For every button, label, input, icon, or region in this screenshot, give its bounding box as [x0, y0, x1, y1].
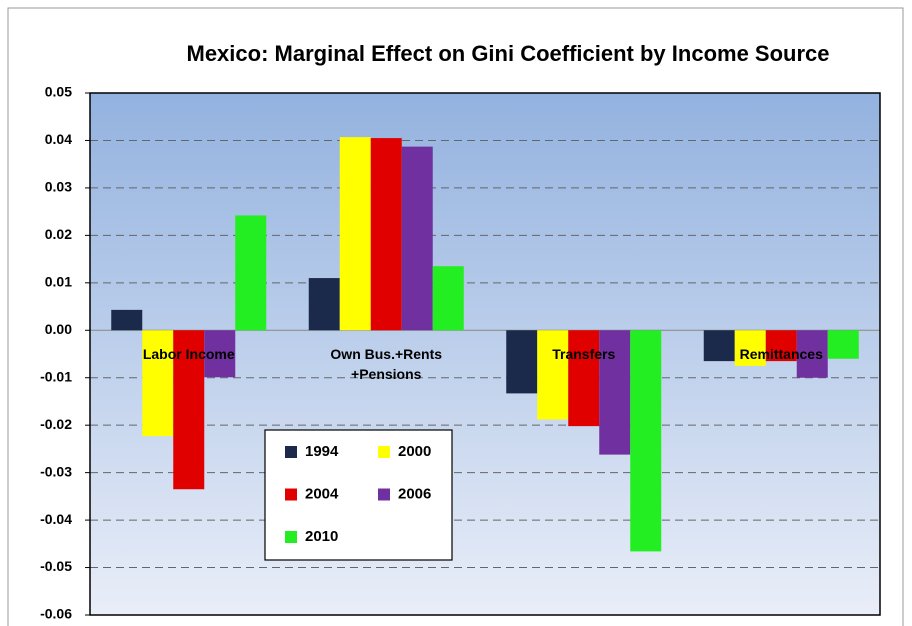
- legend-swatch: [285, 488, 297, 501]
- bar: [568, 330, 600, 427]
- y-tick-label: -0.05: [40, 558, 72, 574]
- y-tick-label: -0.03: [40, 463, 72, 479]
- plot-border: [89, 92, 881, 616]
- y-tick-label: -0.01: [40, 368, 72, 384]
- bar: [827, 330, 859, 359]
- legend-label: 2006: [398, 485, 431, 502]
- legend-label: 2010: [305, 528, 338, 545]
- bar: [235, 215, 267, 331]
- bar: [506, 330, 538, 394]
- y-tick-label: 0.02: [45, 226, 72, 242]
- bar: [204, 330, 236, 378]
- y-tick-label: 0.01: [45, 274, 72, 290]
- bar: [703, 330, 735, 362]
- bar: [142, 330, 174, 437]
- y-tick-label: 0.00: [45, 321, 72, 337]
- chart-title: Mexico: Marginal Effect on Gini Coeffici…: [187, 41, 830, 66]
- legend-label: 1994: [305, 443, 339, 460]
- bar: [432, 266, 464, 331]
- legend-swatch: [285, 531, 297, 543]
- bar: [370, 138, 402, 331]
- category-label: Transfers: [552, 346, 616, 363]
- bar: [308, 278, 340, 331]
- bar: [630, 330, 662, 552]
- bar: [173, 330, 205, 490]
- bar: [599, 330, 631, 455]
- bar: [401, 146, 433, 331]
- bar: [796, 330, 828, 378]
- y-tick-label: -0.06: [40, 606, 72, 622]
- bar: [111, 309, 143, 331]
- y-tick-label: 0.04: [45, 131, 72, 147]
- legend-swatch: [378, 488, 390, 501]
- bar: [765, 330, 797, 362]
- y-tick-label: -0.02: [40, 416, 72, 432]
- bar: [734, 330, 766, 366]
- legend-label: 2000: [398, 443, 431, 460]
- bar: [537, 330, 569, 420]
- category-label: Own Bus.+Rents +Pensions: [330, 346, 443, 383]
- y-tick-label: 0.03: [45, 179, 72, 195]
- legend-swatch: [285, 446, 297, 458]
- legend-label: 2004: [305, 485, 339, 502]
- y-tick-label: -0.04: [40, 511, 72, 527]
- category-label: Remittances: [739, 346, 823, 363]
- bar: [339, 137, 371, 331]
- y-tick-label: 0.05: [45, 84, 72, 100]
- category-label: Labor Income: [142, 346, 235, 363]
- legend-swatch: [378, 446, 390, 458]
